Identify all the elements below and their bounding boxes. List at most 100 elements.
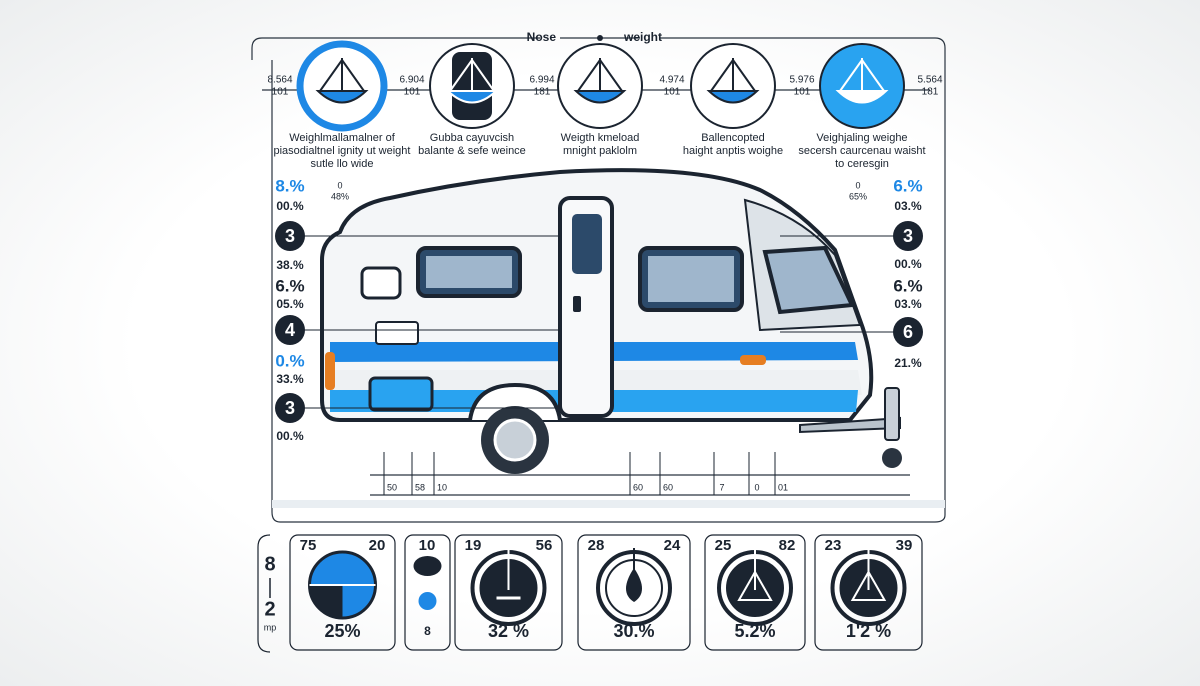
marker (275, 393, 305, 423)
marker-label: 3 (903, 226, 913, 246)
side-note: 48% (331, 191, 349, 201)
column-value: 00.% (894, 257, 922, 271)
icon-caption: secersh caurcenau waisht (798, 145, 925, 157)
panel-left: 23 (825, 537, 842, 554)
panel-value: 8 (424, 624, 431, 638)
panel-left: 28 (588, 537, 605, 554)
header-left: Nose (527, 30, 557, 44)
top-value: 6.994 (529, 75, 554, 86)
side-note: 0 (337, 180, 342, 190)
panel (814, 534, 923, 651)
panel (704, 534, 806, 651)
icon-caption: Weighlmallamalner of (289, 132, 396, 144)
top-value: 181 (922, 87, 939, 98)
marker (275, 315, 305, 345)
panel-right: 56 (536, 537, 553, 554)
panel-value: 25% (324, 621, 360, 641)
column-value: 05.% (276, 297, 304, 311)
ruler-label: 10 (437, 482, 447, 492)
panel (454, 534, 563, 651)
panel-value: 1'2 % (846, 621, 891, 641)
column-value: 38.% (276, 258, 304, 272)
ruler-label: 60 (663, 482, 673, 492)
icon-pan (835, 90, 889, 104)
side-note: 0 (855, 180, 860, 190)
scale-top: 8 (264, 553, 275, 575)
ruler-label: 50 (387, 482, 397, 492)
icon-caption: sutle llo wide (311, 158, 374, 170)
top-value: 101 (664, 87, 681, 98)
panel-right: 82 (779, 537, 796, 554)
ruler-label: 60 (633, 482, 643, 492)
column-value: 6.% (893, 176, 922, 195)
column-value: 0.% (275, 351, 304, 370)
scale-bottom: 2 (264, 598, 275, 620)
top-value: 4.974 (659, 75, 684, 86)
top-value: 5.976 (789, 75, 814, 86)
panel-icon-quarter (309, 585, 343, 618)
side-note: 65% (849, 191, 867, 201)
panel-value: 30.% (613, 621, 654, 641)
panel-icon-scale (737, 569, 773, 601)
top-value: 101 (272, 87, 289, 98)
top-value: 101 (794, 87, 811, 98)
column-value: 21.% (894, 356, 922, 370)
icon-caption: Gubba cayuvcish (430, 132, 514, 144)
top-value: 101 (404, 87, 421, 98)
header-dot (597, 35, 603, 41)
icon-caption: Ballencopted (701, 132, 765, 144)
panel-left: 75 (300, 537, 317, 554)
panel-icon-scale (850, 569, 887, 601)
panel-value: 5.2% (734, 621, 775, 641)
panel-left: 19 (465, 537, 482, 554)
icon-caption: balante & sefe weince (418, 145, 526, 157)
top-value: 181 (534, 87, 551, 98)
icon-caption: piasodialtnel ignity ut weight (274, 145, 411, 157)
panel (404, 534, 451, 651)
marker (275, 221, 305, 251)
column-value: 8.% (275, 176, 304, 195)
top-value: 6.904 (399, 75, 424, 86)
panel (289, 534, 396, 651)
caravan (320, 168, 902, 474)
bottom-bracket (257, 534, 271, 653)
column-value: 03.% (894, 297, 922, 311)
icon-pan (706, 90, 760, 104)
column-value: 6.% (275, 276, 304, 295)
ruler-label: 58 (415, 482, 425, 492)
header-right: weight (623, 30, 662, 44)
icon-caption: Weigth kmeload (561, 132, 640, 144)
icon-pan (445, 90, 499, 104)
top-value: 8.564 (267, 75, 292, 86)
marker-label: 3 (285, 398, 295, 418)
panel-right: 20 (369, 537, 386, 554)
marker-label: 3 (285, 226, 295, 246)
column-value: 03.% (894, 199, 922, 213)
top-value: 5.564 (917, 75, 942, 86)
icon-pan (315, 90, 369, 104)
frame (251, 37, 946, 523)
marker (893, 221, 923, 251)
panel (577, 534, 691, 651)
panel-right: 39 (896, 537, 913, 554)
ruler (272, 474, 945, 508)
panel-left: 25 (715, 537, 732, 554)
column-value: 6.% (893, 276, 922, 295)
panel-icon (418, 592, 437, 610)
marker-label: 6 (903, 322, 913, 342)
ruler-label: 01 (778, 482, 788, 492)
column-value: 00.% (276, 429, 304, 443)
panel-icon-drop (626, 568, 642, 602)
icon-pan (573, 90, 627, 104)
icon-caption: mnight paklolm (563, 145, 637, 157)
panel-icon (413, 556, 442, 576)
ruler-label: 0 (754, 482, 759, 492)
icon-caption: haight anptis woighe (683, 145, 783, 157)
panel-value: 32 % (488, 621, 529, 641)
panel-right: 24 (664, 537, 681, 554)
panel-left: 10 (419, 537, 436, 554)
column-value: 33.% (276, 372, 304, 386)
scale-unit: mp (264, 622, 277, 632)
